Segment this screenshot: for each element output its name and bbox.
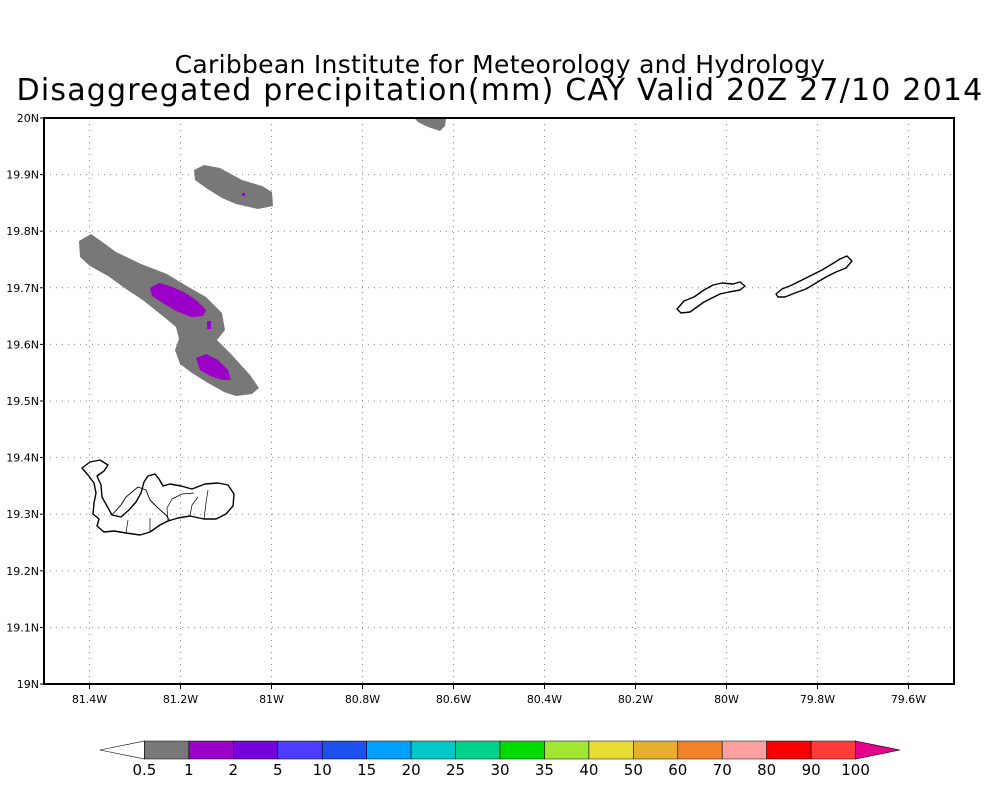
x-tick-label: 80.2W	[618, 693, 653, 706]
precip-area-0.5-1mm-small	[194, 165, 273, 209]
colorbar-swatch	[855, 740, 901, 760]
colorbar-label: 90	[802, 761, 821, 779]
colorbar-swatch	[499, 740, 545, 760]
y-tick-label: 19.1N	[6, 621, 39, 634]
y-tick-label: 19N	[17, 678, 39, 691]
colorbar-label: 50	[624, 761, 643, 779]
colorbar-label: 30	[490, 761, 509, 779]
y-tick-label: 19.4N	[6, 452, 39, 465]
colorbar-swatch	[633, 740, 679, 760]
colorbar-label: 20	[402, 761, 421, 779]
x-tick-label: 81.2W	[163, 693, 198, 706]
grand-cayman-district-lines	[125, 489, 209, 534]
colorbar-label: 35	[535, 761, 554, 779]
colorbar-label: 15	[357, 761, 376, 779]
grand-cayman-north-sound	[111, 486, 171, 522]
little-cayman-outline	[676, 281, 746, 314]
map-gridlines	[44, 118, 954, 684]
colorbar-swatch	[810, 740, 856, 760]
precip-area-1-2mm-b	[196, 354, 231, 380]
cayman-brac-outline	[775, 255, 853, 298]
map-title-institution: Caribbean Institute for Meteorology and …	[174, 50, 826, 79]
x-tick-label: 80.8W	[345, 693, 380, 706]
colorbar-label: 25	[446, 761, 465, 779]
precip-area-0.5-1mm-band	[79, 234, 259, 396]
colorbar-label: 10	[313, 761, 332, 779]
y-tick-label: 20N	[17, 112, 39, 125]
colorbar-swatch	[321, 740, 367, 760]
precip-area-0.5-1mm-north	[414, 118, 446, 131]
colorbar-swatch	[144, 740, 190, 760]
colorbar-swatch	[99, 740, 145, 760]
colorbar-label: 1	[184, 761, 194, 779]
grand-cayman-outline	[81, 459, 235, 536]
precip-area-1-2mm-a	[150, 283, 206, 317]
colorbar-swatch	[233, 740, 279, 760]
colorbar-swatch	[410, 740, 456, 760]
colorbar-swatch	[721, 740, 767, 760]
colorbar-label: 2	[229, 761, 239, 779]
colorbar-label: 80	[757, 761, 776, 779]
colorbar-swatch	[766, 740, 812, 760]
y-tick-label: 19.9N	[6, 169, 39, 182]
x-tick-label: 80.6W	[436, 693, 471, 706]
x-tick-label: 80.4W	[527, 693, 562, 706]
y-tick-label: 19.5N	[6, 395, 39, 408]
axis-ticks: 81.4W 81.2W 81W 80.8W 80.6W 80.4W 80.2W 80W 79.8…	[6, 112, 926, 706]
precip-area-1-2mm-c	[207, 321, 211, 329]
colorbar-swatch	[366, 740, 412, 760]
colorbar-label: 40	[579, 761, 598, 779]
island-outlines	[81, 255, 853, 536]
colorbar-label: 60	[668, 761, 687, 779]
colorbar-label: 5	[273, 761, 283, 779]
precip-area-1-2mm-d	[242, 193, 245, 196]
colorbar: 0.5 1 2 5 10 15 20 25 30 35 40 50 60 70 80 90 100	[99, 740, 901, 779]
y-tick-label: 19.7N	[6, 282, 39, 295]
y-tick-label: 19.8N	[6, 225, 39, 238]
x-tick-label: 81.4W	[72, 693, 107, 706]
x-tick-label: 79.8W	[800, 693, 835, 706]
y-tick-label: 19.3N	[6, 508, 39, 521]
x-tick-label: 79.6W	[891, 693, 926, 706]
map-title-product: Disaggregated precipitation(mm) CAY Vali…	[16, 73, 984, 108]
map-area	[44, 118, 954, 684]
colorbar-swatch	[544, 740, 590, 760]
colorbar-label: 100	[841, 761, 870, 779]
colorbar-swatch	[277, 740, 323, 760]
colorbar-label: 0.5	[133, 761, 157, 779]
x-tick-label: 80W	[714, 693, 739, 706]
y-tick-label: 19.2N	[6, 565, 39, 578]
y-tick-label: 19.6N	[6, 338, 39, 351]
colorbar-swatch	[677, 740, 723, 760]
colorbar-swatch	[188, 740, 234, 760]
colorbar-swatch	[455, 740, 501, 760]
colorbar-label: 70	[713, 761, 732, 779]
colorbar-swatch	[588, 740, 634, 760]
x-tick-label: 81W	[259, 693, 284, 706]
precipitation-shading	[79, 118, 446, 396]
